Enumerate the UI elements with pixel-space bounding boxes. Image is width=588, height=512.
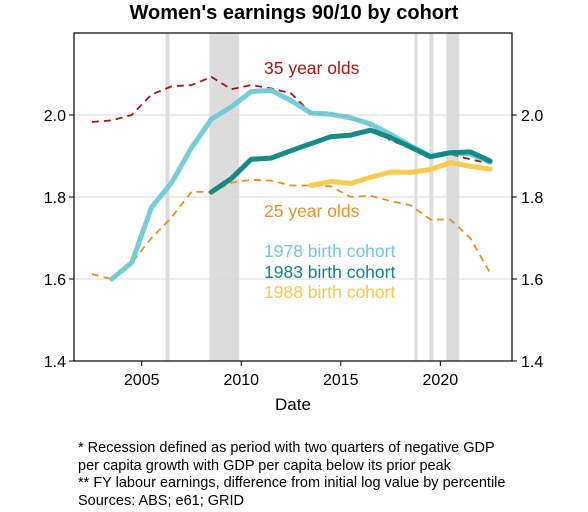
series-labels: 35 year olds 25 year olds 1978 birth cohor… — [264, 58, 395, 302]
footnote-sources: Sources: ABS; e61; GRID — [78, 492, 245, 509]
y-tick-label-left: 2.0 — [44, 108, 66, 125]
footnote-recession-line2: per capita growth with GDP per capita be… — [78, 457, 451, 474]
y-tick-label-left: 1.8 — [44, 190, 66, 207]
y-tick-label-left: 1.6 — [44, 272, 66, 289]
y-axis-right: 1.4 1.6 1.8 2.0 — [512, 108, 543, 371]
footnote-earnings: ** FY labour earnings, difference from i… — [78, 475, 506, 491]
y-tick-label-right: 2.0 — [521, 108, 543, 125]
x-axis-label: Date — [275, 395, 311, 414]
x-tick-label: 2010 — [223, 372, 259, 389]
y-tick-label-right: 1.4 — [521, 354, 543, 371]
series-label-1988-birth-cohort: 1988 birth cohort — [264, 282, 395, 302]
y-tick-label-right: 1.8 — [521, 190, 543, 207]
series-lines — [91, 76, 493, 282]
chart-title: Women's earnings 90/10 by cohort — [129, 2, 459, 24]
x-axis: 2005 2010 2015 2020 — [124, 361, 458, 389]
x-tick-label: 2015 — [323, 372, 359, 389]
series-label-1978-birth-cohort: 1978 birth cohort — [264, 241, 395, 261]
series-line-25-year-olds — [91, 178, 491, 280]
y-axis-left: 1.4 1.6 1.8 2.0 — [44, 108, 74, 371]
series-line-1988-birth-cohort — [308, 160, 493, 188]
line-chart: 1.41.61.82.0 1.41.61.82.0 2005 2010 2015 20… — [44, 32, 543, 414]
y-tick-label-right: 1.6 — [521, 272, 543, 289]
series-label-35-year-olds: 35 year olds — [264, 58, 360, 78]
y-tick-label-left: 1.4 — [44, 354, 66, 371]
series-line-1983-birth-cohort — [208, 127, 493, 195]
footnotes: * Recession defined as period with two q… — [78, 440, 505, 510]
series-line-35-year-olds — [91, 76, 491, 165]
footnote-recession-line1: * Recession defined as period with two q… — [78, 440, 495, 456]
x-tick-label: 2005 — [124, 372, 160, 389]
series-label-25-year-olds: 25 year olds — [264, 201, 360, 221]
series-label-1983-birth-cohort: 1983 birth cohort — [264, 262, 395, 282]
x-tick-label: 2020 — [423, 372, 459, 389]
gridlines — [74, 114, 512, 280]
